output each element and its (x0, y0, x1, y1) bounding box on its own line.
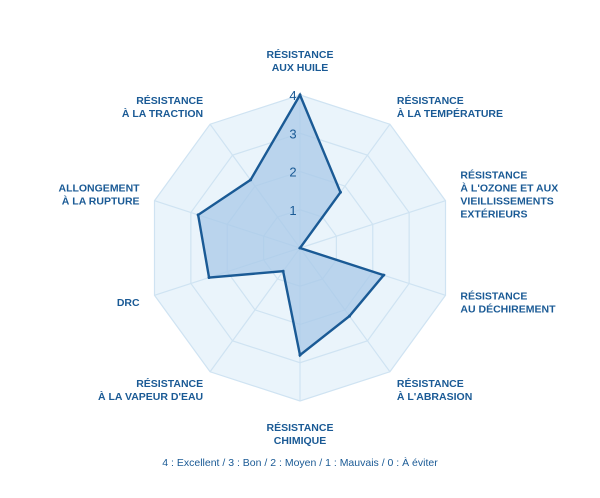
axis-label: ALLONGEMENT À LA RUPTURE (58, 182, 140, 207)
axis-label-line: À LA VAPEUR D'EAU (98, 390, 203, 403)
axis-label-line: CHIMIQUE (274, 435, 327, 447)
tick-label: 3 (289, 126, 296, 141)
axis-label: RÉSISTANCE À LA TRACTION (122, 94, 203, 120)
data-point (382, 273, 386, 277)
axis-label-line: AU DÉCHIREMENT (460, 303, 556, 316)
data-point (249, 178, 253, 182)
data-point (207, 276, 211, 280)
axis-label-line: RÉSISTANCE (460, 290, 527, 303)
axis-label-line: VIEILLISSEMENTS (460, 195, 553, 207)
data-point (347, 314, 351, 318)
axis-label-line: AUX HUILE (272, 62, 329, 74)
axis-label-line: RÉSISTANCE (397, 94, 464, 107)
axis-label-line: RÉSISTANCE (267, 421, 334, 434)
axis-label: RÉSISTANCE AU DÉCHIREMENT (460, 290, 556, 316)
scale-legend: 4 : Excellent / 3 : Bon / 2 : Moyen / 1 … (162, 457, 438, 469)
data-point (298, 353, 302, 357)
axis-label: RÉSISTANCE À LA VAPEUR D'EAU (98, 377, 203, 403)
axis-label: RÉSISTANCE CHIMIQUE (267, 421, 334, 447)
axis-label: DRC (117, 297, 140, 309)
data-point (298, 246, 302, 250)
tick-label: 1 (289, 203, 296, 218)
axis-label-line: À L'OZONE ET AUX (460, 181, 558, 194)
axis-label: RÉSISTANCE À L'OZONE ET AUX VIEILLISSEMENT… (460, 168, 558, 220)
axis-label-line: À L'ABRASION (397, 390, 472, 403)
axis-label: RÉSISTANCE À L'ABRASION (397, 377, 472, 403)
data-point (281, 269, 285, 273)
axis-label-line: RÉSISTANCE (460, 168, 527, 181)
axis-label: RÉSISTANCE AUX HUILE (267, 48, 334, 74)
data-point (196, 213, 200, 217)
axis-label-line: RÉSISTANCE (267, 48, 334, 61)
data-point (298, 93, 302, 97)
axis-label-line: À LA TEMPÉRATURE (397, 107, 503, 120)
axis-label-line: RÉSISTANCE (397, 377, 464, 390)
axis-label: RÉSISTANCE À LA TEMPÉRATURE (397, 94, 503, 120)
axis-label-line: À LA RUPTURE (62, 194, 140, 207)
tick-label: 4 (289, 88, 296, 103)
axis-label-line: DRC (117, 297, 140, 309)
data-point (338, 190, 342, 194)
axis-label-line: ALLONGEMENT (58, 182, 140, 194)
axis-label-line: À LA TRACTION (122, 107, 203, 120)
grid-spoke (299, 200, 446, 249)
axis-label-line: RÉSISTANCE (136, 94, 203, 107)
tick-label: 2 (289, 165, 296, 180)
axis-label-line: EXTÉRIEURS (460, 207, 527, 220)
axis-label-line: RÉSISTANCE (136, 377, 203, 390)
